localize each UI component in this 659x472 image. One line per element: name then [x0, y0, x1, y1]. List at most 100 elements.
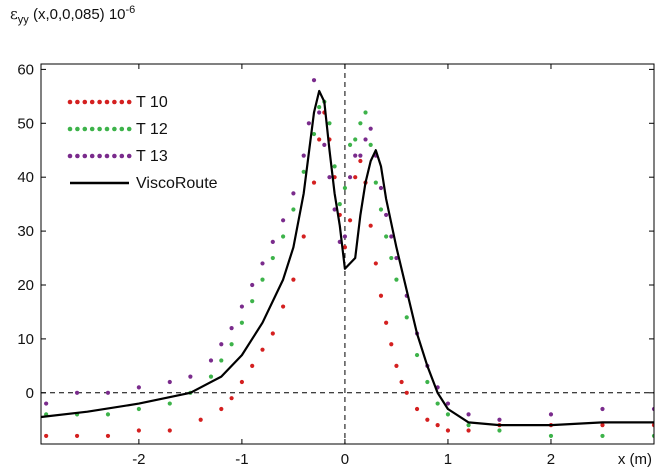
- legend-label-t-10: T 10: [136, 94, 168, 111]
- legend-marker-t-10: [104, 99, 110, 105]
- point-t-12: [105, 412, 111, 417]
- point-t-12: [342, 185, 348, 191]
- series-group: [41, 78, 654, 439]
- point-t-13: [378, 185, 384, 191]
- x-tick-label: -1: [235, 451, 248, 468]
- legend-marker-t-12: [67, 126, 73, 132]
- point-t-12: [353, 137, 358, 142]
- point-t-13: [394, 255, 399, 261]
- point-t-13: [466, 412, 471, 417]
- y-tick-label: 60: [17, 61, 34, 78]
- point-t-13: [219, 342, 224, 347]
- point-t-10: [105, 433, 111, 439]
- legend-marker-t-10: [112, 99, 117, 105]
- point-t-10: [198, 417, 203, 422]
- legend-marker-t-12: [126, 126, 132, 132]
- point-t-10: [239, 379, 244, 385]
- point-t-13: [363, 137, 368, 142]
- point-t-10: [317, 137, 322, 142]
- legend-marker-t-10: [82, 99, 88, 105]
- y-tick-label: 50: [17, 115, 34, 132]
- legend-marker-t-10: [67, 99, 73, 105]
- x-tick-label: 2: [547, 451, 555, 468]
- point-t-13: [188, 374, 193, 379]
- point-t-13: [281, 218, 286, 223]
- point-t-13: [389, 234, 394, 239]
- point-t-10: [270, 331, 275, 336]
- point-t-13: [347, 175, 353, 180]
- y-axis-label-exponent: -6: [125, 4, 136, 16]
- point-t-12: [404, 315, 409, 320]
- point-t-12: [327, 121, 332, 126]
- point-t-10: [281, 304, 286, 309]
- point-t-13: [353, 153, 358, 158]
- legend-label-t-13: T 13: [136, 148, 168, 165]
- point-t-13: [548, 412, 554, 417]
- point-t-13: [136, 385, 141, 390]
- point-t-10: [394, 363, 399, 368]
- point-t-12: [167, 401, 172, 406]
- point-t-12: [332, 164, 337, 169]
- point-t-10: [384, 320, 389, 325]
- y-tick-label: 0: [26, 385, 34, 402]
- point-t-10: [466, 428, 471, 433]
- point-t-13: [208, 358, 214, 363]
- point-t-12: [414, 352, 420, 358]
- point-t-10: [136, 428, 141, 433]
- point-t-13: [260, 261, 265, 266]
- point-t-13: [358, 153, 363, 158]
- point-t-13: [497, 417, 502, 422]
- point-t-12: [281, 234, 286, 239]
- point-t-13: [44, 401, 49, 406]
- x-tick-label: 0: [341, 451, 349, 468]
- point-t-12: [250, 299, 255, 304]
- y-axis-label-args: (x,0,0,085) 10: [28, 6, 126, 23]
- y-axis-label-symbol: ε: [10, 5, 18, 23]
- point-t-13: [317, 110, 322, 115]
- point-t-12: [394, 277, 399, 282]
- y-tick-label: 20: [17, 277, 34, 294]
- point-t-13: [322, 142, 327, 147]
- point-t-10: [600, 423, 605, 428]
- legend-marker-t-10: [89, 99, 95, 105]
- point-t-12: [136, 406, 141, 412]
- legend-marker-t-12: [104, 126, 110, 132]
- point-t-12: [466, 423, 471, 428]
- point-t-13: [651, 406, 654, 412]
- series-line-viscoroute: [41, 89, 654, 427]
- point-t-10: [229, 396, 234, 401]
- legend-marker-t-13: [82, 153, 88, 159]
- point-t-12: [219, 358, 224, 363]
- legend-marker-t-13: [67, 153, 73, 159]
- point-t-10: [404, 390, 409, 395]
- legend-marker-t-12: [112, 126, 117, 132]
- point-t-12: [368, 142, 373, 147]
- legend-marker-t-12: [82, 126, 88, 132]
- point-t-13: [74, 390, 80, 395]
- point-t-12: [208, 374, 214, 379]
- point-t-10: [445, 428, 451, 433]
- point-t-12: [651, 433, 654, 439]
- point-t-12: [548, 433, 554, 439]
- point-t-12: [600, 433, 605, 439]
- point-t-13: [384, 212, 389, 218]
- point-t-10: [291, 277, 296, 282]
- point-t-12: [425, 379, 430, 385]
- x-tick-label: 1: [444, 451, 452, 468]
- point-t-10: [425, 417, 430, 422]
- point-t-10: [435, 423, 440, 428]
- y-tick-label: 40: [17, 169, 34, 186]
- point-t-10: [353, 175, 358, 180]
- point-t-12: [337, 202, 342, 207]
- point-t-13: [250, 282, 255, 288]
- point-t-12: [358, 121, 363, 126]
- point-t-12: [389, 255, 394, 261]
- point-t-13: [105, 390, 111, 395]
- point-t-12: [260, 277, 265, 282]
- point-t-10: [250, 363, 255, 368]
- point-t-12: [363, 110, 368, 115]
- point-t-12: [497, 428, 502, 433]
- point-t-10: [358, 158, 363, 164]
- point-t-10: [651, 423, 654, 428]
